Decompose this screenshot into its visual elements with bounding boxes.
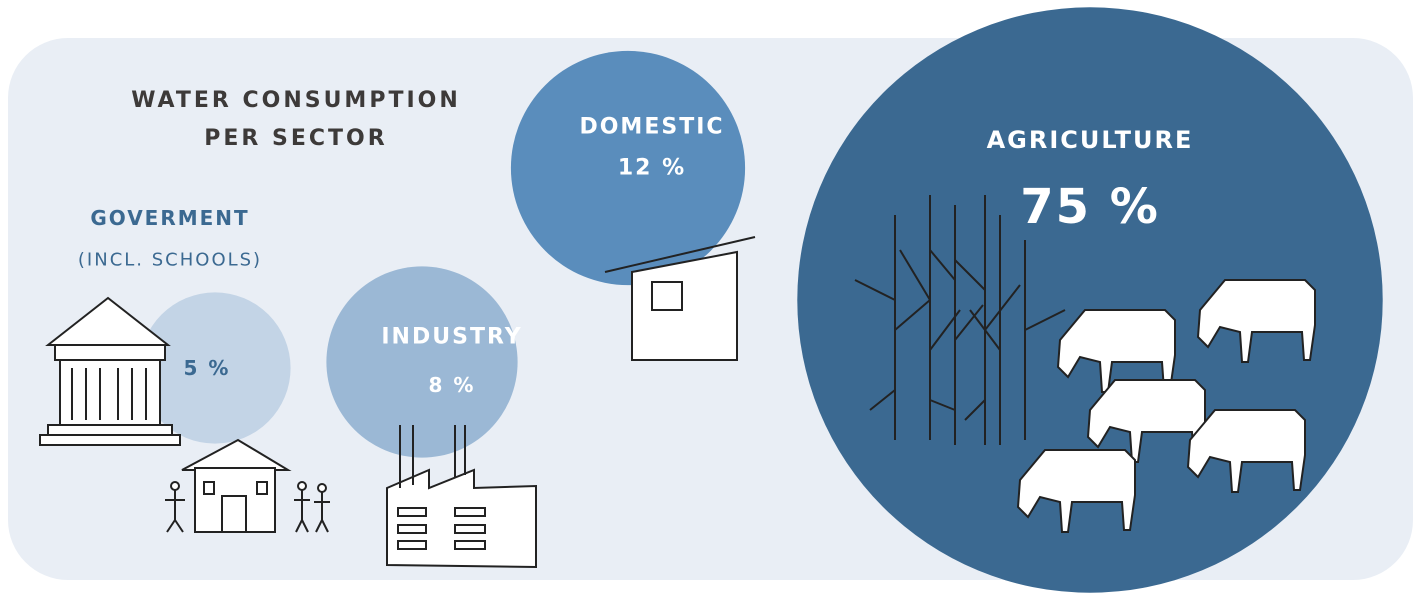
category-label: AGRICULTURE (986, 126, 1194, 154)
chart-title: WATER CONSUMPTION PER SECTOR (131, 88, 461, 151)
category-label: DOMESTIC (579, 114, 725, 140)
cow-sketch (1196, 279, 1316, 363)
cow-sketch (1016, 449, 1136, 533)
value-label: 12 % (617, 155, 687, 181)
category-label: GOVERMENT (90, 206, 250, 230)
bubble (326, 266, 518, 458)
value-label: 75 % (1020, 179, 1160, 235)
bubble (139, 292, 291, 444)
cow-sketch (1186, 409, 1306, 493)
sketches (39, 195, 1316, 569)
cow-sketch (1056, 309, 1176, 393)
category-label: INDUSTRY (381, 324, 523, 350)
cow-sketch (1086, 379, 1206, 463)
bubble (510, 50, 746, 286)
value-label: 8 % (428, 373, 476, 397)
value-label: 5 % (183, 356, 231, 380)
annotation: (INCL. SCHOOLS) (77, 249, 263, 271)
